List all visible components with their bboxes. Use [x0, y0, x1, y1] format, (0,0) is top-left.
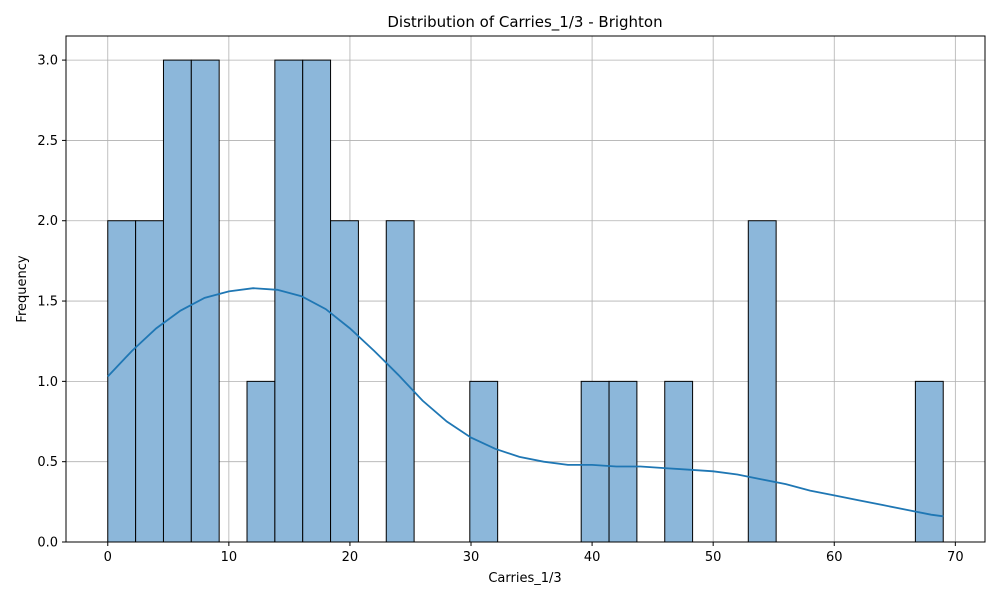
- histogram-bar: [664, 380, 694, 543]
- histogram-bar: [747, 220, 777, 543]
- histogram-bar: [330, 220, 359, 543]
- x-tick-label: 20: [342, 550, 359, 565]
- x-tick-label: 30: [463, 550, 480, 565]
- y-tick-label: 1.5: [37, 295, 58, 310]
- histogram-bar: [274, 59, 304, 543]
- y-tick-label: 2.5: [37, 134, 58, 149]
- histogram-bar: [302, 59, 332, 543]
- y-axis-ticks: 0.0 0.5 1.0 1.5 2.0 2.5 3.0: [37, 54, 66, 551]
- histogram-bar: [580, 380, 610, 543]
- x-tick-label: 60: [826, 550, 843, 565]
- kde-curve: [107, 287, 944, 518]
- plot-frame: [65, 35, 986, 543]
- x-axis-label: Carries_1/3: [488, 571, 561, 586]
- histogram-bar: [190, 59, 220, 543]
- x-tick-label: 0: [104, 550, 112, 565]
- y-tick-label: 0.5: [37, 455, 58, 470]
- y-tick-label: 2.0: [37, 214, 58, 229]
- y-axis-label: Frequency: [15, 255, 30, 322]
- x-tick-label: 50: [705, 550, 722, 565]
- y-tick-label: 3.0: [37, 54, 58, 69]
- histogram-bar: [469, 380, 499, 543]
- histogram-bar: [135, 220, 164, 543]
- histogram-bar: [246, 380, 276, 543]
- histogram-bar: [914, 380, 944, 543]
- histogram-bar: [608, 380, 638, 543]
- x-tick-label: 70: [947, 550, 964, 565]
- histogram-bar: [107, 220, 137, 543]
- kde-curve-group: [107, 287, 944, 518]
- y-tick-label: 1.0: [37, 375, 58, 390]
- histogram-bar: [162, 59, 192, 543]
- chart-title: Distribution of Carries_1/3 - Brighton: [387, 13, 662, 32]
- histogram-bar: [385, 220, 415, 543]
- y-tick-label: 0.0: [37, 536, 58, 551]
- histogram-bars: [107, 59, 944, 543]
- x-tick-label: 40: [584, 550, 601, 565]
- x-tick-label: 10: [221, 550, 238, 565]
- x-axis-ticks: 0 10 20 30 40 50 60 70: [104, 542, 964, 565]
